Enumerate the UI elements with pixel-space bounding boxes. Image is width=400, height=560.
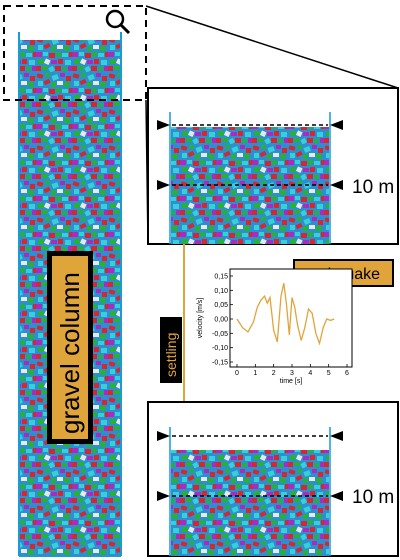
x-tick-label: 0 <box>235 370 239 377</box>
bottom-lower-right-marker <box>330 491 343 501</box>
x-tick-label: 2 <box>272 370 276 377</box>
top-upper-left-marker <box>157 120 170 130</box>
bottom-upper-right-marker <box>330 431 343 441</box>
column-label: gravel column <box>47 251 93 444</box>
zoom-connector-top <box>145 5 399 89</box>
bottom-upper-left-marker <box>157 431 170 441</box>
y-tick-label: 0,05 <box>214 302 228 309</box>
velocity-line <box>236 283 335 346</box>
y-tick-label: -0,10 <box>212 345 228 352</box>
chart-ticks: 0 1 2 3 4 5 6 0,15 0,10 0,05 0,00 -0,05 -0,10 -0,15 <box>212 274 349 378</box>
bottom-panel: 10 m <box>147 401 399 557</box>
y-tick-label: 0,15 <box>214 274 228 281</box>
x-tick-label: 6 <box>345 370 349 377</box>
bottom-panel-gravel <box>171 450 329 556</box>
chart-ylabel: velocity [m/s] <box>197 298 204 339</box>
bottom-depth-label: 10 m <box>352 487 394 508</box>
bottom-lower-left-marker <box>157 491 170 501</box>
top-panel: 10 m <box>147 87 399 245</box>
top-depth-label: 10 m <box>352 177 394 198</box>
x-tick-label: 1 <box>253 370 257 377</box>
chart-xlabel: time [s] <box>280 378 303 385</box>
magnifier-icon <box>105 9 131 35</box>
x-tick-label: 4 <box>308 370 312 377</box>
y-tick-label: 0,10 <box>214 288 228 295</box>
earthquake-chart: 0 1 2 3 4 5 6 0,15 0,10 0,05 0,00 -0,05 -0,10 -0,15 t… <box>197 268 353 385</box>
column-label-text: gravel column <box>55 272 85 434</box>
y-tick-label: -0,05 <box>212 331 228 338</box>
settling-label: settling <box>160 317 182 383</box>
settling-label-text: settling <box>163 333 179 377</box>
x-tick-label: 5 <box>327 370 331 377</box>
y-tick-label: -0,15 <box>212 360 228 367</box>
y-tick-label: 0,00 <box>214 317 228 324</box>
top-upper-right-marker <box>330 120 343 130</box>
zoom-region <box>3 5 147 101</box>
top-lower-left-marker <box>157 180 170 190</box>
x-tick-label: 3 <box>290 370 294 377</box>
top-lower-right-marker <box>330 180 343 190</box>
